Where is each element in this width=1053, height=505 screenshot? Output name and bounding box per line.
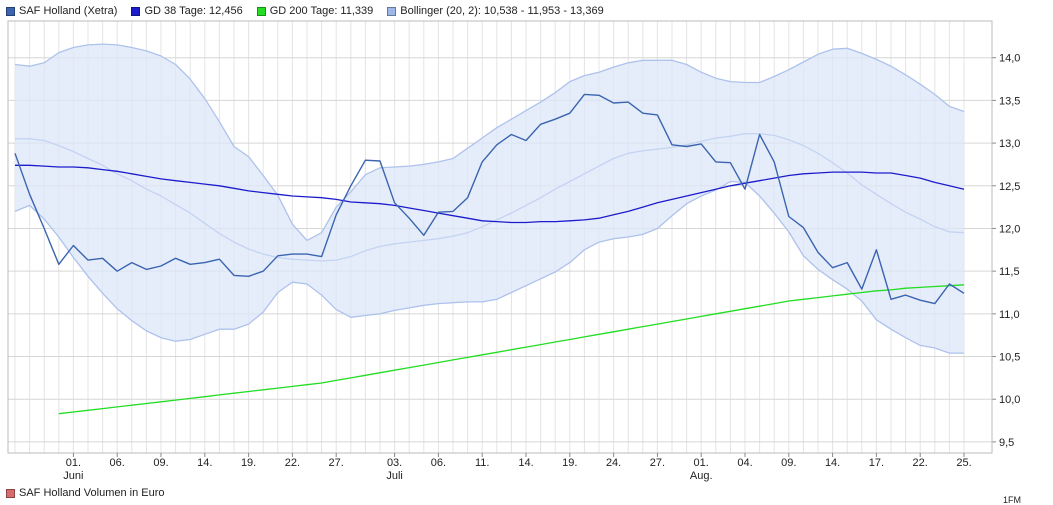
x-axis-tick-label: 25. — [956, 457, 971, 469]
y-axis-tick-label: 13,0 — [999, 138, 1020, 150]
legend-item-ma200[interactable]: GD 200 Tage: 11,339 — [256, 3, 374, 19]
y-axis-tick-label: 12,5 — [999, 181, 1020, 193]
x-axis-tick-label: 14. — [825, 457, 840, 469]
legend-swatch-ma200 — [256, 6, 266, 16]
bollinger-middle-line — [15, 133, 965, 262]
x-axis-month-label: Aug. — [690, 470, 713, 482]
bollinger-lower-line — [14, 180, 964, 354]
y-axis-tick-label: 11,5 — [999, 266, 1020, 278]
x-axis-tick-label: 19. — [241, 457, 256, 469]
bollinger-band — [15, 44, 964, 354]
x-axis-tick-label: 01. — [66, 457, 81, 469]
x-axis-tick-label: 27. — [329, 457, 344, 469]
x-axis-month-label: Juni — [63, 470, 83, 482]
legend-item-bollinger[interactable]: Bollinger (20, 2): 10,538 - 11,953 - 13,… — [387, 3, 604, 19]
y-axis-tick-label: 12,0 — [999, 223, 1020, 235]
x-axis-tick-label: 17. — [869, 457, 884, 469]
bollinger-band-area — [15, 44, 964, 354]
price-line — [14, 93, 965, 305]
y-axis-tick-label: 13,5 — [999, 95, 1020, 107]
x-axis-tick-label: 06. — [431, 457, 446, 469]
plot-frame — [7, 20, 993, 454]
y-axis-tick-label: 10,0 — [999, 394, 1020, 406]
x-axis-tick-label: 22. — [285, 457, 300, 469]
legend-swatch-ma38 — [131, 6, 141, 16]
legend-label-ma200: GD 200 Tage: 11,339 — [269, 5, 374, 17]
legend-label-price: SAF Holland (Xetra) — [19, 5, 118, 17]
chart-axes: 9,5 10,0 10,5 11,0 11,5 12,0 12,5 13,0 13,5 14,0 0… — [7, 20, 1020, 482]
x-axis-tick-label: 11. — [475, 457, 489, 469]
chart-lines — [14, 43, 965, 415]
volume-legend-swatch — [6, 488, 15, 498]
x-axis-tick-label: 22. — [913, 457, 928, 469]
x-axis-tick-label: 14. — [518, 457, 533, 469]
ma38-line — [15, 164, 965, 224]
y-axis-tick-label: 14,0 — [999, 53, 1020, 65]
legend-swatch-bollinger — [387, 6, 397, 16]
volume-legend: SAF Holland Volumen in Euro — [6, 487, 165, 499]
bollinger-upper-line — [14, 43, 965, 242]
price-chart[interactable]: 9,5 10,0 10,5 11,0 11,5 12,0 12,5 13,0 13,5 14,0 0… — [0, 0, 1053, 487]
x-axis-tick-label: 14. — [197, 457, 212, 469]
legend-swatch-price — [6, 6, 15, 16]
volume-axis-tick: 1FM — [1003, 495, 1021, 505]
y-axis-tick-label: 9,5 — [999, 437, 1014, 449]
x-axis-tick-label: 09. — [781, 457, 796, 469]
x-axis-tick-label: 19. — [562, 457, 577, 469]
x-axis-month-label: Juli — [386, 470, 403, 482]
y-axis-tick-label: 11,0 — [999, 309, 1020, 321]
legend-item-ma38[interactable]: GD 38 Tage: 12,456 — [131, 3, 243, 19]
volume-legend-label: SAF Holland Volumen in Euro — [19, 487, 165, 499]
x-axis-tick-label: 03. — [387, 457, 402, 469]
x-axis-tick-label: 24. — [606, 457, 621, 469]
legend-label-bollinger: Bollinger (20, 2): 10,538 - 11,953 - 13,… — [400, 5, 604, 17]
x-axis-tick-label: 27. — [650, 457, 665, 469]
x-axis-tick-label: 06. — [110, 457, 125, 469]
legend-item-price[interactable]: SAF Holland (Xetra) — [6, 3, 117, 19]
y-axis-tick-label: 10,5 — [999, 352, 1020, 364]
x-axis-tick-label: 09. — [153, 457, 168, 469]
ma200-line — [58, 284, 965, 415]
chart-legend: SAF Holland (Xetra) GD 38 Tage: 12,456 G… — [6, 3, 604, 19]
x-axis-tick-label: 01. — [694, 457, 709, 469]
x-axis-tick-label: 04. — [737, 457, 752, 469]
legend-label-ma38: GD 38 Tage: 12,456 — [144, 5, 243, 17]
